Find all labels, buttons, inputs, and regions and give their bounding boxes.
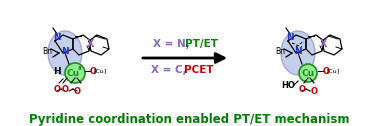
Text: PCET: PCET <box>184 65 214 75</box>
Text: Cu: Cu <box>67 69 79 77</box>
Text: X = C,: X = C, <box>151 65 187 75</box>
Text: N: N <box>294 46 302 55</box>
Text: X: X <box>320 39 328 49</box>
Text: X = N,: X = N, <box>153 39 189 49</box>
Text: [Cu]: [Cu] <box>93 69 107 73</box>
Circle shape <box>65 63 85 83</box>
Ellipse shape <box>281 31 315 75</box>
Text: O: O <box>310 87 318 96</box>
Text: O: O <box>299 85 305 93</box>
Text: [Cu]: [Cu] <box>326 69 339 73</box>
Text: O: O <box>322 67 330 75</box>
Text: H: H <box>53 67 61 75</box>
Ellipse shape <box>48 31 82 75</box>
Text: O: O <box>73 87 81 96</box>
Text: Cu: Cu <box>301 69 314 77</box>
Text: PT/ET: PT/ET <box>184 39 217 49</box>
Text: N: N <box>286 33 294 41</box>
Text: O: O <box>62 85 68 93</box>
Text: Bn: Bn <box>42 46 52 55</box>
Text: HO: HO <box>281 81 295 89</box>
Text: II: II <box>77 67 82 71</box>
Text: N: N <box>61 46 69 55</box>
Text: X: X <box>87 39 95 49</box>
Text: Pyridine coordination enabled PT/ET mechanism: Pyridine coordination enabled PT/ET mech… <box>29 114 349 126</box>
Circle shape <box>299 64 317 82</box>
Text: Bn: Bn <box>275 46 285 55</box>
Text: N: N <box>53 33 61 41</box>
Text: O: O <box>90 67 96 75</box>
Text: O: O <box>54 85 60 93</box>
